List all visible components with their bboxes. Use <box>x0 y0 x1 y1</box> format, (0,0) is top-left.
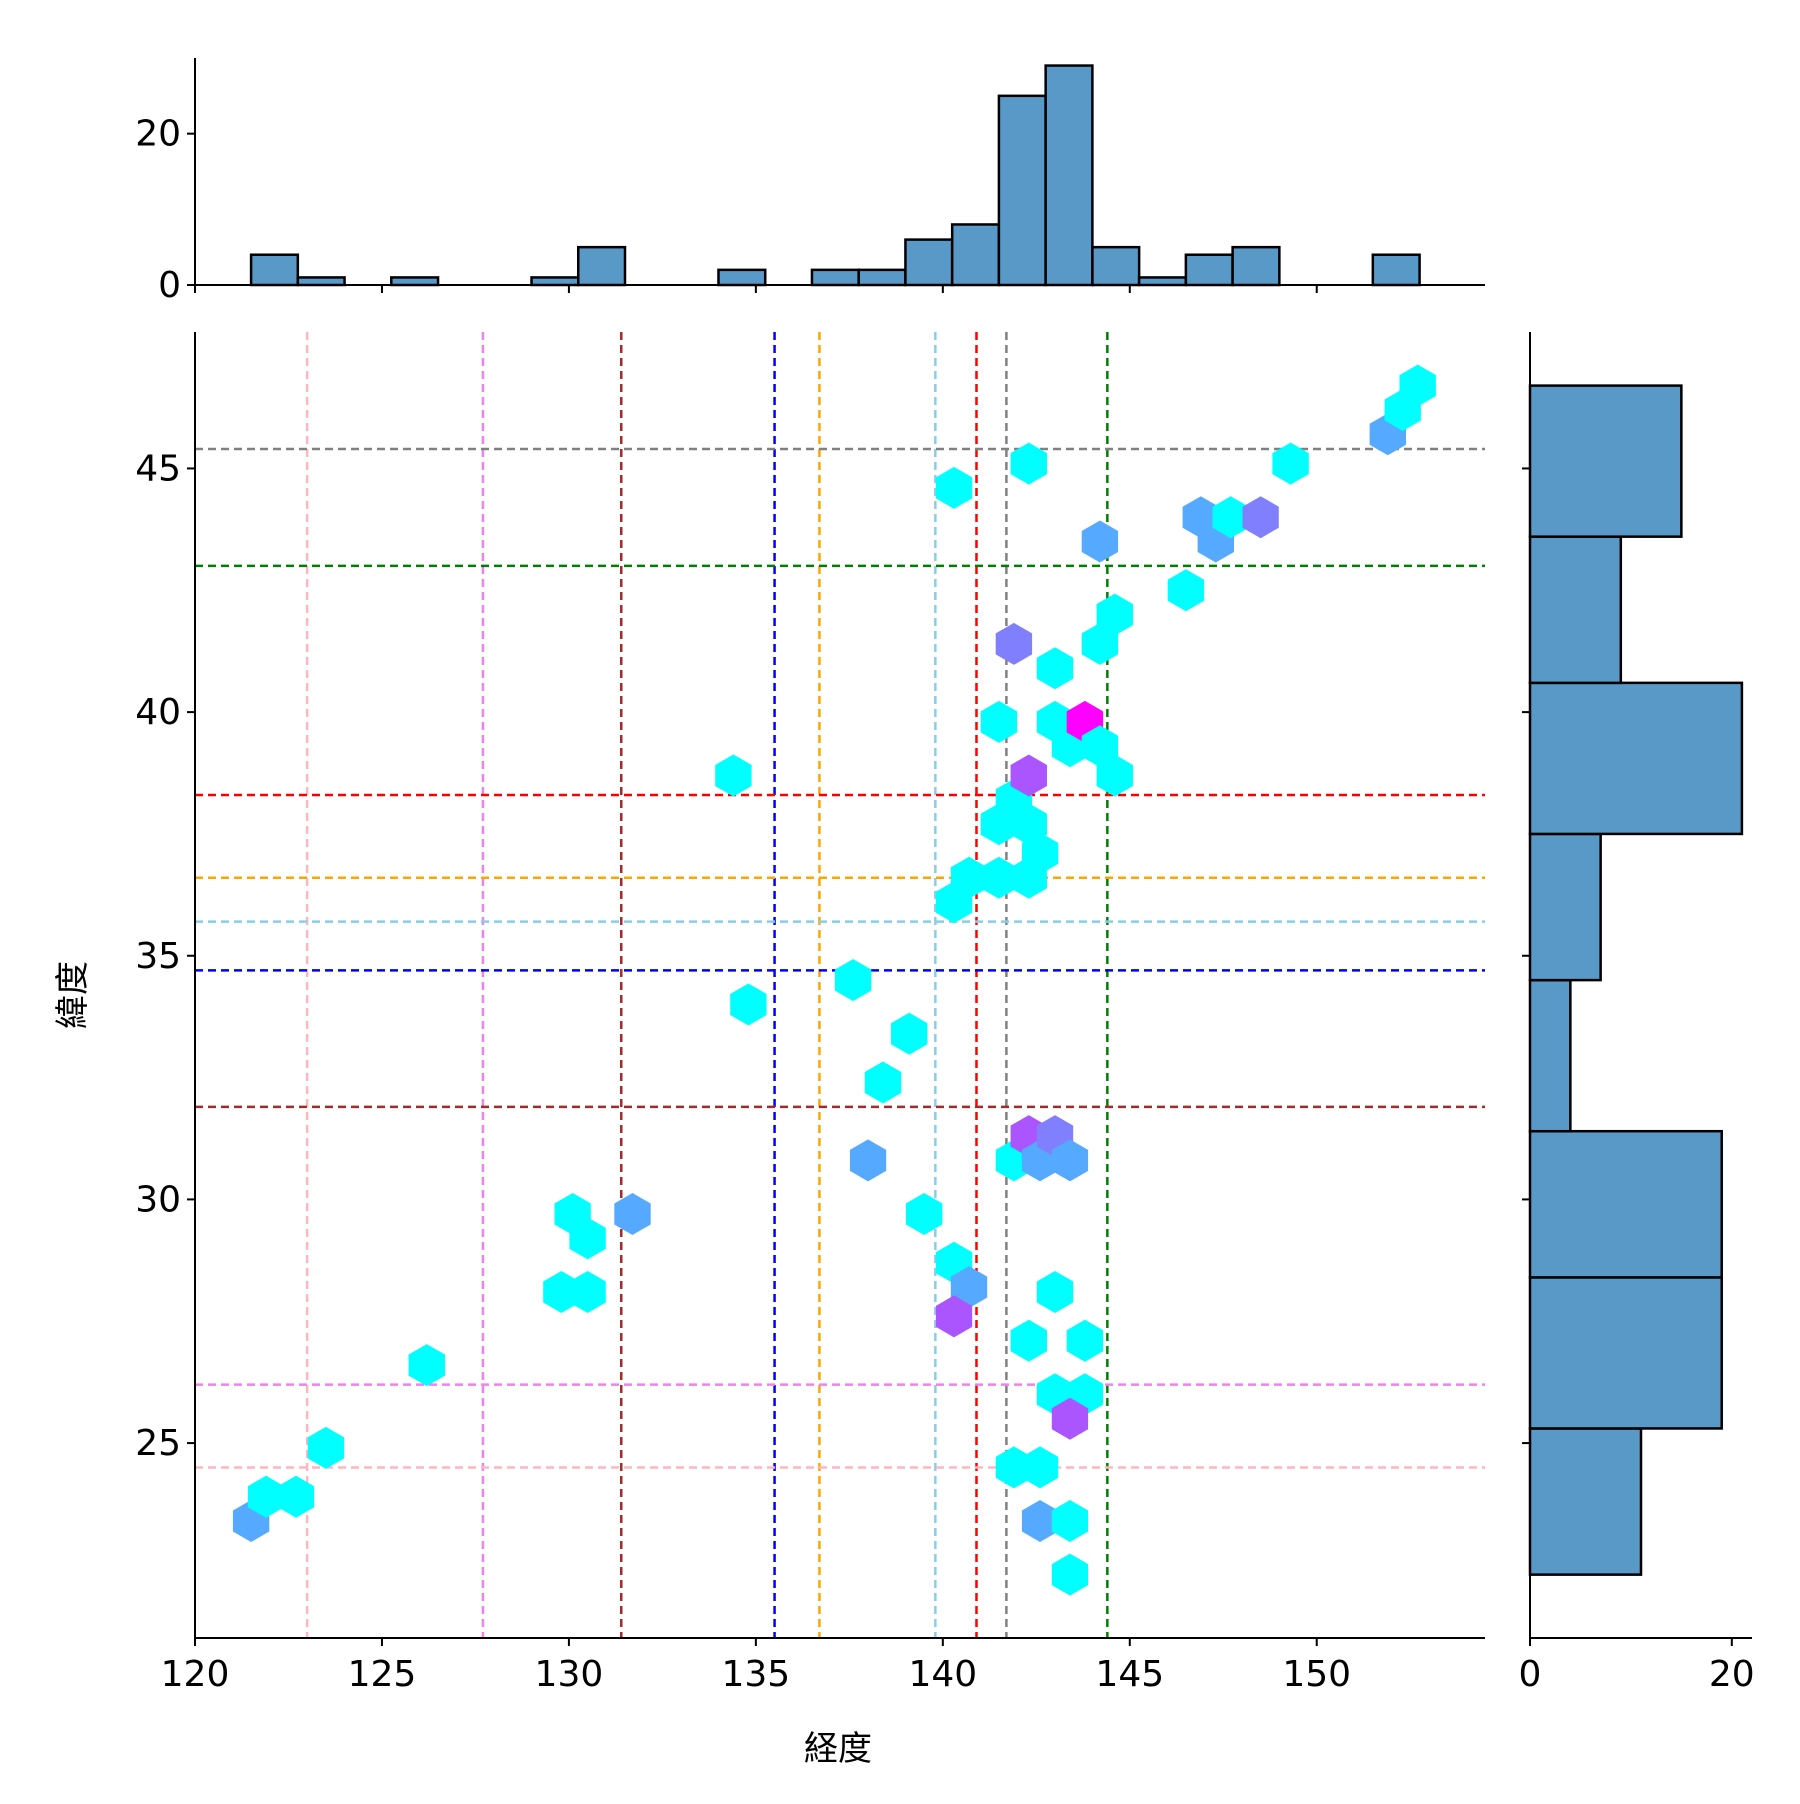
histogram-bar <box>1528 1129 1723 1279</box>
top-y-tick-label: 20 <box>135 114 181 155</box>
hexbin-cell <box>1036 647 1074 690</box>
x-tick-label: 135 <box>722 1654 791 1695</box>
hexbin-cell <box>1021 1500 1059 1542</box>
x-tick-label: 130 <box>535 1654 604 1695</box>
hexbin-cell <box>1272 442 1309 485</box>
hexbin-cell <box>905 1193 943 1235</box>
hexbin-cell <box>1010 856 1047 899</box>
hexbin-cell <box>1081 725 1119 768</box>
x-tick-label: 140 <box>908 1654 977 1695</box>
hexbin-layer <box>232 364 1436 1596</box>
histogram-bar <box>1528 535 1623 685</box>
main-axes: 120 125 130 135 140 145 150 25 30 35 40 45 <box>135 332 1485 1695</box>
histogram-bar <box>810 268 860 287</box>
histogram-bar <box>296 276 346 287</box>
histogram-bar <box>1528 832 1602 982</box>
histogram-bar <box>1231 245 1281 287</box>
hexbin-cell <box>1167 569 1205 612</box>
right-x-tick-label: 0 <box>1519 1654 1542 1695</box>
histogram-bar <box>1091 245 1141 287</box>
hexbin-cell <box>935 466 973 509</box>
hexbin-cell <box>1051 1500 1089 1542</box>
hexbin-cell <box>277 1475 315 1518</box>
histogram-bar <box>950 223 1001 287</box>
hexbin-cell <box>569 1271 606 1313</box>
top-y-tick-label: 0 <box>158 265 181 306</box>
hexbin-cell <box>980 700 1018 743</box>
y-axis-title: 緯度 <box>53 961 93 1029</box>
histogram-bar <box>530 276 580 287</box>
x-tick-label: 150 <box>1282 1654 1351 1695</box>
histogram-bar <box>857 268 907 287</box>
hexbin-cell <box>307 1426 345 1469</box>
hexbin-cell <box>935 1295 973 1338</box>
histogram-bar <box>1371 253 1421 287</box>
y-tick-label: 45 <box>135 448 181 489</box>
hexbin-cell <box>715 754 752 797</box>
y-tick-label: 40 <box>135 692 181 733</box>
y-tick-label: 30 <box>135 1179 181 1220</box>
hexbin-cell <box>1010 442 1047 485</box>
hexbin-cell <box>1036 1271 1074 1313</box>
histogram-bar <box>1528 1276 1723 1430</box>
hexbin-cell <box>1242 496 1279 539</box>
x-tick-label: 145 <box>1095 1654 1164 1695</box>
hexbin-cell <box>1096 593 1133 636</box>
x-axis-title: 経度 <box>804 1729 872 1769</box>
hexbin-cell <box>849 1139 887 1182</box>
hexbin-cell <box>1081 622 1119 665</box>
right-x-tick-label: 20 <box>1709 1654 1755 1695</box>
histogram-bar <box>997 94 1047 287</box>
hexbin-cell <box>247 1475 285 1518</box>
histogram-bar <box>717 268 767 287</box>
hexbin-cell <box>1399 364 1436 407</box>
hexbin-cell <box>1051 1139 1089 1182</box>
histogram-bar <box>1044 64 1094 287</box>
histogram-bar <box>577 245 627 287</box>
top-histogram: 0 20 <box>135 58 1485 306</box>
histogram-bar <box>1137 276 1188 287</box>
histogram-bar <box>1184 253 1234 287</box>
histogram-bar <box>1528 978 1572 1133</box>
x-tick-label: 120 <box>161 1654 230 1695</box>
hexbin-cell <box>730 983 767 1026</box>
hexbin-cell <box>614 1193 651 1235</box>
hexbin-cell <box>891 1012 928 1055</box>
histogram-bar <box>390 276 440 287</box>
hexbin-cell <box>995 622 1033 665</box>
histogram-bar <box>1528 681 1744 836</box>
hexbin-cell <box>1021 1446 1059 1489</box>
hexbin-cell <box>864 1061 902 1104</box>
hexbin-cell <box>1010 754 1047 797</box>
histogram-bar <box>1528 384 1683 538</box>
reference-lines <box>195 332 1485 1638</box>
hexbin-cell <box>1081 520 1119 563</box>
hexbin-cell <box>1066 1319 1104 1362</box>
histogram-bar <box>249 253 300 287</box>
x-tick-label: 125 <box>348 1654 417 1695</box>
y-tick-label: 25 <box>135 1423 181 1464</box>
hexbin-cell <box>950 1266 988 1309</box>
hexbin-cell <box>980 856 1018 899</box>
hexbin-cell <box>834 959 872 1002</box>
histogram-bar <box>904 238 954 287</box>
y-tick-label: 35 <box>135 936 181 977</box>
hexbin-cell <box>1051 1397 1089 1440</box>
hexbin-cell <box>950 856 988 899</box>
hexbin-cell <box>1096 754 1133 797</box>
hexbin-cell <box>408 1344 445 1387</box>
hexbin-cell <box>1051 1553 1089 1596</box>
hexbin-cell <box>569 1217 606 1260</box>
right-histogram: 0 20 <box>1519 332 1755 1695</box>
hexbin-cell <box>1212 496 1249 539</box>
histogram-bar <box>1528 1427 1643 1576</box>
hexbin-cell <box>1010 1319 1047 1362</box>
